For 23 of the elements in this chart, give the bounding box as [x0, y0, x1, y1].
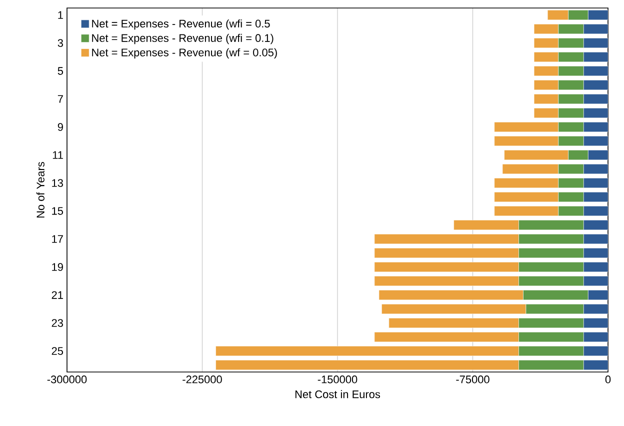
legend-label: Net = Expenses - Revenue (wfi = 0.1) — [92, 34, 274, 44]
y-tick-label: 7 — [58, 95, 63, 103]
y-axis-title: No of Years — [36, 162, 44, 218]
y-tick-label: 13 — [52, 179, 63, 187]
x-tick-label: -225000 — [182, 376, 222, 384]
y-tick-label: 5 — [58, 67, 64, 75]
y-tick-label: 1 — [58, 11, 63, 19]
y-tick-label: 15 — [52, 207, 64, 215]
x-tick-label: -75000 — [456, 376, 490, 384]
legend-label: Net = Expenses - Revenue (wfi = 0.5 — [92, 19, 270, 30]
y-tick-label: 21 — [52, 291, 63, 299]
x-tick-label: 0 — [605, 376, 611, 384]
y-tick-label: 9 — [58, 123, 63, 131]
y-tick-label: 11 — [52, 151, 63, 159]
y-tick-label: 19 — [52, 263, 63, 271]
x-tick-label: -300000 — [47, 376, 87, 384]
legend-label: Net = Expenses - Revenue (wf = 0.05) — [92, 48, 277, 59]
x-axis-title: Net Cost in Euros — [295, 390, 380, 398]
x-tick-label: -150000 — [318, 376, 358, 384]
y-tick-label: 17 — [52, 235, 63, 243]
y-tick-label: 25 — [52, 347, 64, 355]
y-tick-label: 3 — [58, 39, 63, 47]
y-tick-label: 23 — [52, 319, 63, 327]
